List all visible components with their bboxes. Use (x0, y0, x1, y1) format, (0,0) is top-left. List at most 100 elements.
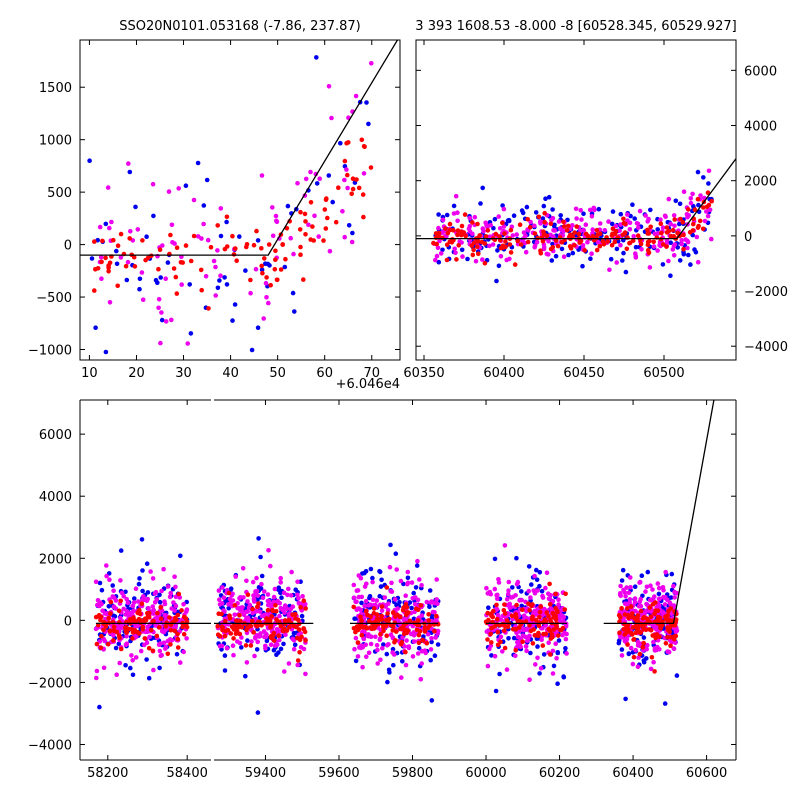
data-point (179, 282, 184, 287)
data-point (438, 251, 444, 256)
data-point (388, 632, 394, 637)
data-point (544, 570, 550, 576)
data-point (693, 249, 699, 255)
data-point (679, 238, 684, 243)
data-point (111, 588, 116, 593)
data-point (623, 637, 628, 642)
data-point (157, 599, 163, 605)
data-point (668, 221, 673, 227)
data-point (457, 239, 463, 244)
data-point (643, 608, 648, 614)
model-line (80, 40, 399, 256)
axes-frame (79, 39, 401, 361)
data-point (351, 595, 357, 600)
data-point (176, 186, 181, 191)
data-point (278, 605, 284, 611)
data-point (274, 608, 279, 614)
data-point (647, 597, 653, 603)
data-point (298, 605, 303, 610)
data-point (148, 569, 153, 574)
data-point (475, 221, 480, 227)
data-point (549, 258, 555, 263)
data-point (447, 221, 453, 227)
data-point (656, 614, 661, 620)
data-point (627, 227, 633, 232)
data-point (390, 628, 396, 633)
data-point (230, 233, 235, 239)
data-point (97, 580, 103, 586)
data-point (275, 642, 280, 647)
data-point (371, 606, 377, 611)
y-tick-label: −2000 (28, 676, 72, 691)
data-point (288, 606, 294, 612)
data-point (284, 606, 290, 612)
x-tick-label: 60400 (612, 766, 653, 781)
data-point (543, 196, 548, 201)
data-point (666, 228, 672, 234)
data-point (478, 201, 483, 206)
data-point (283, 256, 288, 262)
data-point (291, 646, 297, 652)
data-point (363, 598, 369, 604)
data-point (556, 597, 561, 602)
data-point (157, 247, 163, 252)
data-point (495, 592, 500, 598)
data-point (271, 630, 277, 636)
data-point (157, 665, 162, 671)
data-point (114, 248, 119, 254)
data-point (378, 657, 383, 663)
data-point (445, 230, 451, 236)
data-point (546, 591, 551, 596)
data-point (702, 218, 708, 224)
data-point (486, 628, 491, 633)
data-point (614, 246, 620, 252)
data-point (153, 277, 159, 283)
data-point (583, 222, 589, 227)
data-point (495, 596, 500, 601)
data-point (581, 227, 586, 233)
data-point (594, 228, 600, 233)
data-point (115, 625, 121, 631)
data-point (618, 614, 623, 620)
data-point (432, 629, 437, 634)
data-point (470, 252, 476, 258)
data-point (381, 628, 386, 634)
data-point (660, 242, 666, 247)
data-point (161, 566, 166, 572)
data-point (213, 293, 218, 298)
data-point (144, 640, 150, 645)
data-point (513, 653, 518, 659)
data-point (555, 243, 561, 249)
data-point (262, 256, 267, 261)
scatter-points (93, 536, 680, 715)
data-point (471, 247, 476, 253)
data-point (578, 208, 583, 213)
y-tick-label: 2000 (39, 552, 72, 567)
data-point (574, 224, 579, 229)
data-point (627, 597, 633, 602)
data-point (215, 285, 221, 291)
data-point (653, 635, 658, 641)
data-point (630, 238, 636, 243)
data-point (111, 237, 116, 243)
data-point (255, 639, 260, 645)
data-point (631, 654, 637, 660)
data-point (393, 614, 398, 619)
data-point (185, 341, 190, 346)
data-point (526, 588, 531, 594)
data-point (353, 635, 359, 641)
data-point (672, 217, 677, 222)
data-point (397, 600, 402, 605)
data-point (244, 578, 249, 584)
data-point (156, 297, 162, 302)
data-point (178, 660, 183, 665)
data-point (638, 241, 644, 247)
data-point (316, 234, 322, 239)
data-point (93, 579, 99, 585)
data-point (623, 269, 629, 275)
data-point (244, 627, 249, 633)
data-point (553, 641, 558, 646)
data-point (662, 213, 668, 219)
data-point (649, 655, 655, 660)
data-point (110, 594, 115, 599)
